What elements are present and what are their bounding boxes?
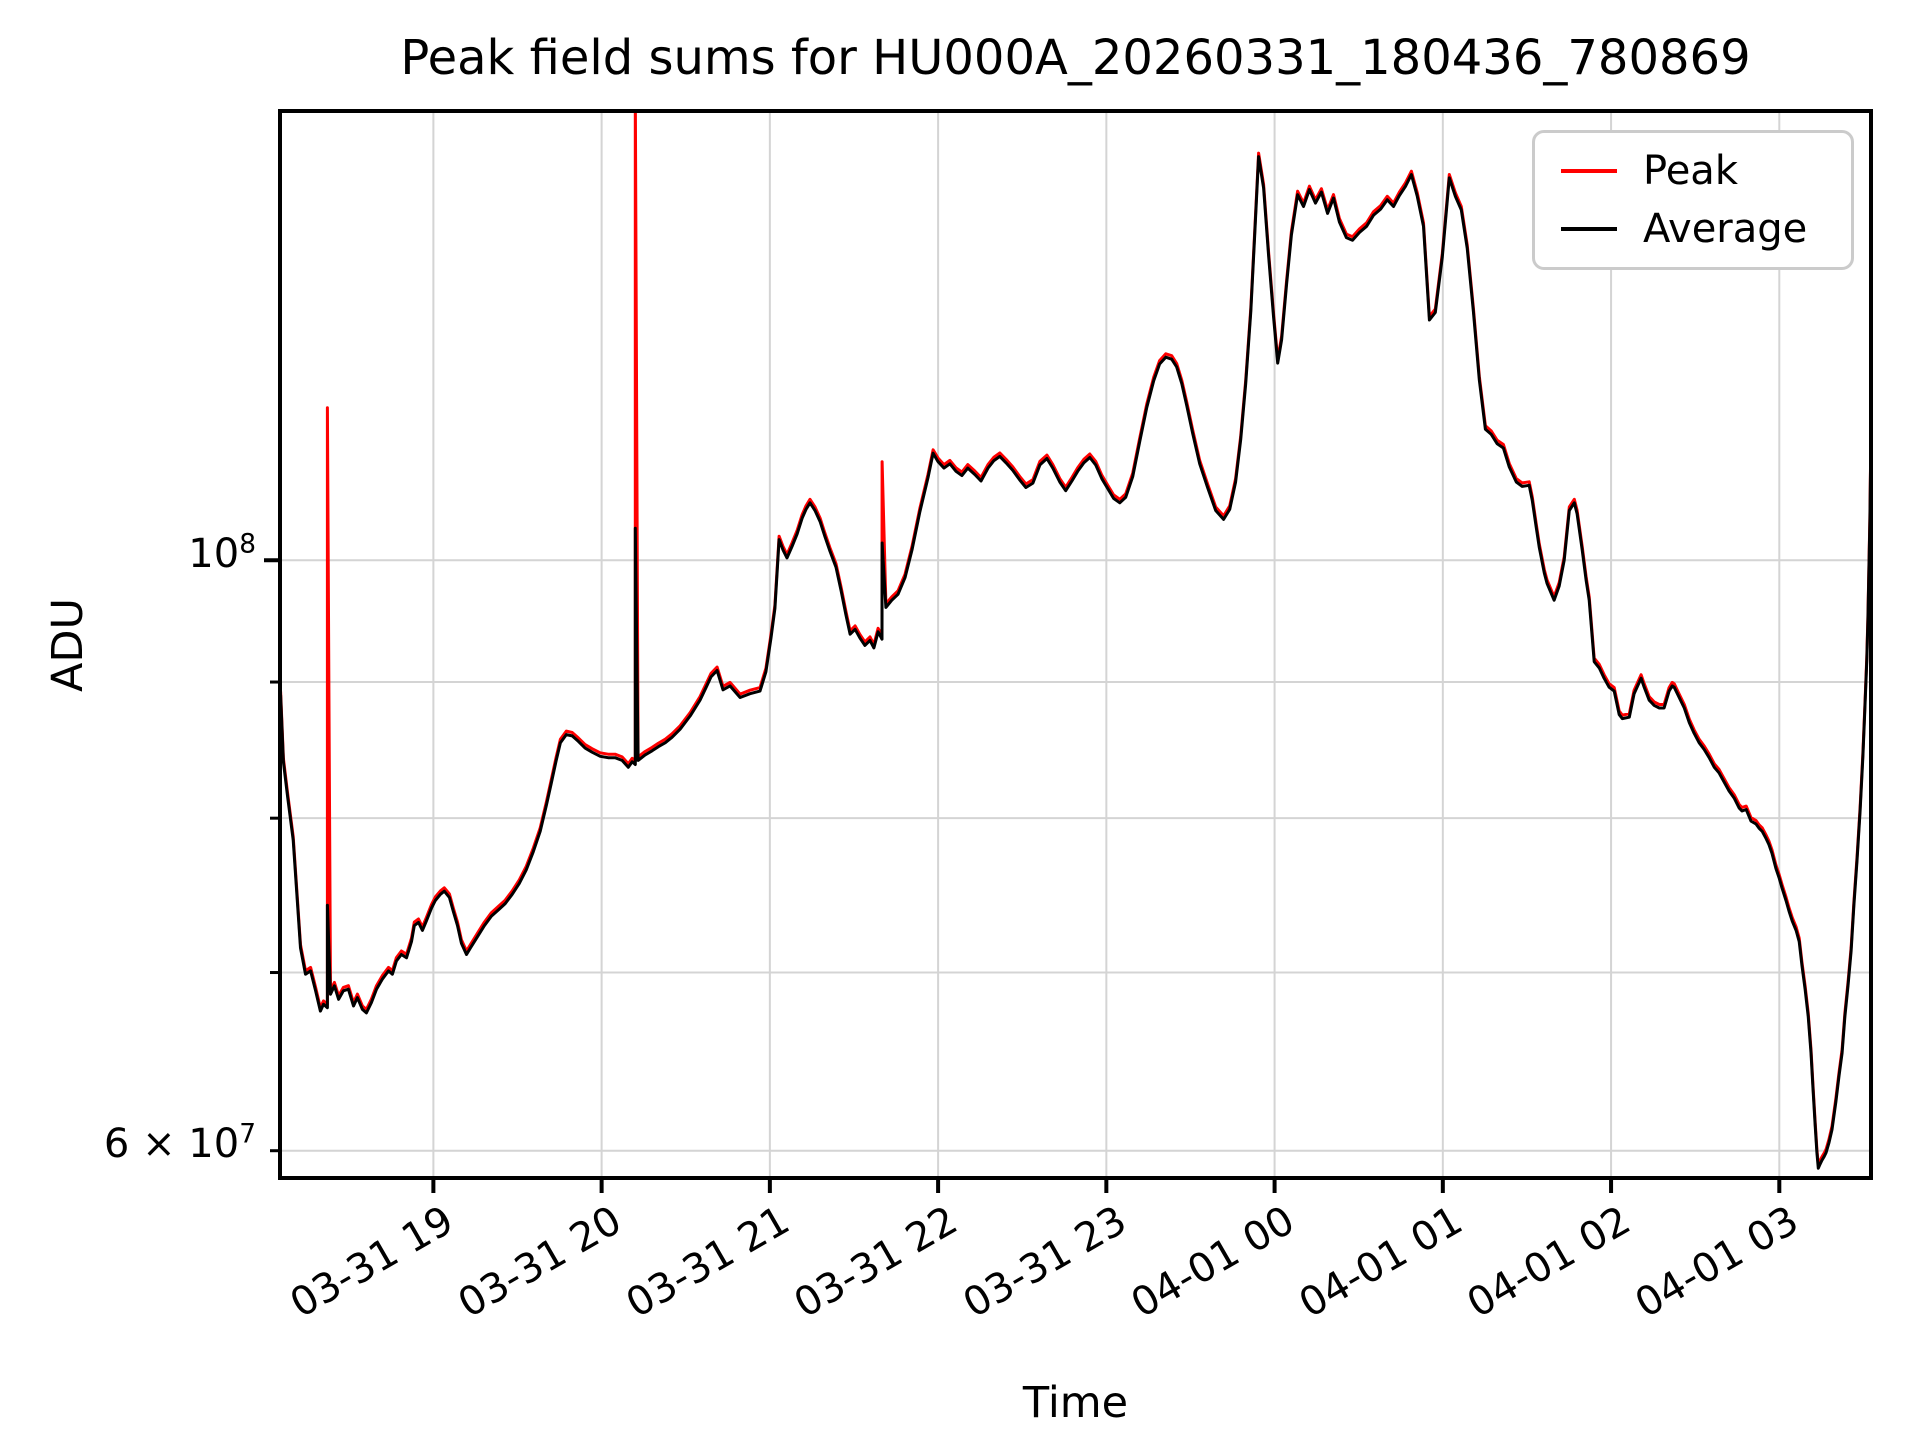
- legend-entry-peak: Peak: [1561, 151, 1851, 191]
- y-tick-exponent: 7: [239, 1118, 256, 1150]
- peak-line-sample: [1561, 169, 1617, 173]
- legend-label-peak: Peak: [1643, 148, 1738, 194]
- x-axis-label: Time: [1022, 1378, 1129, 1428]
- legend: Peak Average: [1532, 130, 1854, 270]
- y-tick-mantissa: 10: [188, 531, 240, 577]
- legend-label-average: Average: [1643, 206, 1808, 252]
- chart-title: Peak field sums for HU000A_20260331_1804…: [400, 30, 1751, 86]
- average-series-line: [280, 155, 1871, 1170]
- y-tick-mantissa: 6 × 10: [103, 1121, 240, 1167]
- legend-entry-average: Average: [1561, 209, 1851, 249]
- y-tick-label-1e8: 108: [188, 531, 256, 577]
- average-line-sample: [1561, 227, 1617, 231]
- y-tick-exponent: 8: [239, 528, 256, 560]
- y-tick-label-6e7: 6 × 107: [103, 1121, 256, 1167]
- y-axis-label: ADU: [43, 598, 93, 692]
- axes-spines: [278, 109, 1873, 1180]
